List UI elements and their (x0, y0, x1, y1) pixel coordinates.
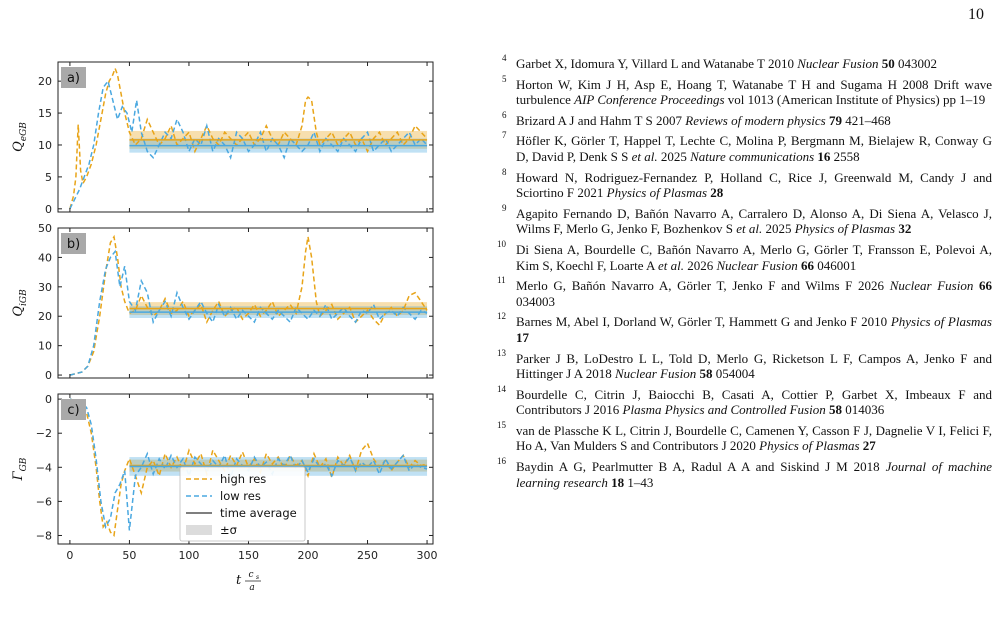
reference-text: Horton W, Kim J H, Asp E, Hoang T, Watan… (516, 76, 992, 108)
x-tick-label: 150 (238, 549, 259, 562)
panel-label: c) (61, 399, 86, 420)
axes-frame (57, 393, 434, 545)
x-axis-label: t c sa (236, 570, 261, 593)
reference-4: 4 Garbet X, Idomura Y, Villard L and Wata… (502, 53, 992, 72)
panel-c: −8 −6 −4 −2 0 0 50 100 150 200 250 300 c) ΓGB high res… (11, 393, 438, 593)
x-axis-label-numerator: c (248, 570, 253, 580)
reference-number: 4 (502, 53, 507, 63)
reference-number: 9 (502, 202, 507, 213)
reference-text: Höfler K, Görler T, Happel T, Lechte C, … (516, 133, 992, 164)
panel-b: 0 10 20 30 40 50 b) QiGB (11, 222, 434, 382)
x-tick-label: 50 (122, 549, 136, 562)
legend: high res low res time average ±σ (179, 466, 306, 542)
legend-entry: time average (220, 506, 297, 520)
panel-label-text: c) (67, 403, 79, 418)
reference-number: 14 (497, 383, 506, 394)
reference-5: 5 Horton W, Kim J H, Asp E, Hoang T, Wata… (502, 73, 992, 108)
reference-13: 13 Parker J B, LoDestro L L, Told D, Merl… (497, 348, 992, 382)
x-tick-label: 250 (357, 549, 378, 562)
y-axis-label: QiGB (11, 289, 29, 317)
figure: 0 5 10 15 20 a) QeGB 0 10 20 30 40 50 b) QiGB −8 −6 −4 −2 0… (11, 61, 438, 593)
reference-text: Howard N, Rodriguez-Fernandez P, Holland… (516, 169, 992, 201)
y-tick-label: 0 (45, 203, 52, 216)
y-tick-label: 0 (45, 393, 52, 406)
reference-11: 11 Merlo G, Bañón Navarro A, Görler T, Je… (497, 275, 993, 309)
series-low-res (69, 79, 428, 210)
reference-14: 14 Bourdelle C, Citrin J, Baiocchi B, Cas… (497, 384, 992, 418)
panel-label-text: b) (67, 237, 80, 252)
legend-entry: high res (220, 472, 266, 486)
panel-label-box (61, 67, 86, 88)
panel-label: b) (61, 233, 86, 254)
reference-9: 9 Agapito Fernando D, Bañón Navarro A, Ca… (502, 202, 992, 237)
y-tick-label: −2 (36, 427, 52, 440)
panel-a: 0 5 10 15 20 a) QeGB (11, 61, 434, 216)
series-high-res (69, 234, 428, 376)
y-tick-label: 10 (38, 340, 52, 353)
y-tick-label: 5 (45, 171, 52, 184)
panel-label: a) (61, 67, 86, 88)
y-tick-label: −4 (36, 461, 52, 474)
panel-label-box (61, 233, 86, 254)
reference-text: Garbet X, Idomura Y, Villard L and Watan… (516, 56, 937, 71)
y-tick-label: 15 (38, 107, 52, 120)
reference-text: Barnes M, Abel I, Dorland W, Görler T, H… (516, 314, 992, 345)
reference-number: 15 (497, 419, 506, 430)
series-high-res (69, 66, 428, 210)
reference-8: 8 Howard N, Rodriguez-Fernandez P, Hollan… (502, 166, 992, 201)
x-axis-label-sub: s (256, 574, 259, 581)
reference-15: 15 van de Plassche K L, Citrin J, Bourdel… (497, 420, 992, 454)
reference-number: 10 (497, 238, 506, 249)
reference-number: 13 (497, 347, 506, 358)
reference-text: Merlo G, Bañón Navarro A, Görler T, Jenk… (516, 278, 993, 309)
reference-text: Bourdelle C, Citrin J, Baiocchi B, Casat… (516, 386, 992, 418)
reference-number: 11 (497, 275, 506, 286)
x-tick-label: 300 (417, 549, 438, 562)
reference-number: 16 (497, 456, 506, 467)
reference-number: 5 (502, 73, 507, 84)
reference-text: Agapito Fernando D, Bañón Navarro A, Car… (516, 205, 992, 237)
y-tick-label: 40 (38, 251, 52, 264)
x-axis-label-t: t (236, 573, 242, 588)
reference-6: 6 Brizard A J and Hahm T S 2007 Reviews o… (502, 109, 992, 129)
page-number: 10 (968, 6, 984, 23)
legend-box (179, 466, 306, 542)
legend-entry: ±σ (220, 523, 237, 537)
y-tick-label: 50 (38, 222, 52, 235)
panel-label-box (61, 399, 86, 420)
axes-frame (57, 227, 434, 379)
reference-number: 12 (497, 311, 506, 322)
reference-10: 10 Di Siena A, Bourdelle C, Bañón Navarro… (497, 239, 992, 273)
x-tick-label: 100 (178, 549, 199, 562)
legend-swatch (186, 525, 212, 535)
y-tick-label: −6 (36, 495, 52, 508)
axes-frame (57, 61, 434, 213)
reference-7: 7 Höfler K, Görler T, Happel T, Lechte C,… (502, 130, 992, 164)
reference-number: 6 (502, 109, 507, 120)
reference-text: Brizard A J and Hahm T S 2007 Reviews of… (516, 112, 891, 128)
reference-list: 4 Garbet X, Idomura Y, Villard L and Wata… (497, 53, 993, 495)
panel-label-text: a) (67, 71, 80, 86)
y-tick-label: 10 (38, 139, 52, 152)
reference-16: 16 Baydin A G, Pearlmutter B A, Radul A A… (497, 456, 993, 490)
y-tick-label: 30 (38, 281, 52, 294)
reference-text: Baydin A G, Pearlmutter B A, Radul A A a… (516, 459, 993, 490)
x-tick-label: 200 (298, 549, 319, 562)
y-tick-label: −8 (36, 529, 52, 542)
reference-text: Di Siena A, Bourdelle C, Bañón Navarro A… (516, 241, 992, 273)
legend-entry: low res (220, 489, 261, 503)
x-tick-label: 0 (66, 549, 73, 562)
reference-number: 7 (502, 130, 507, 141)
reference-12: 12 Barnes M, Abel I, Dorland W, Görler T,… (497, 311, 992, 345)
reference-text: Parker J B, LoDestro L L, Told D, Merlo … (516, 350, 992, 382)
y-axis-label: QeGB (11, 122, 29, 152)
y-axis-label: ΓGB (11, 457, 29, 481)
reference-text: van de Plassche K L, Citrin J, Bourdelle… (516, 422, 992, 454)
y-tick-label: 0 (45, 369, 52, 382)
y-tick-label: 20 (38, 310, 52, 323)
y-tick-label: 20 (38, 75, 52, 88)
x-axis-label-denominator: a (249, 583, 254, 593)
reference-number: 8 (502, 166, 507, 177)
